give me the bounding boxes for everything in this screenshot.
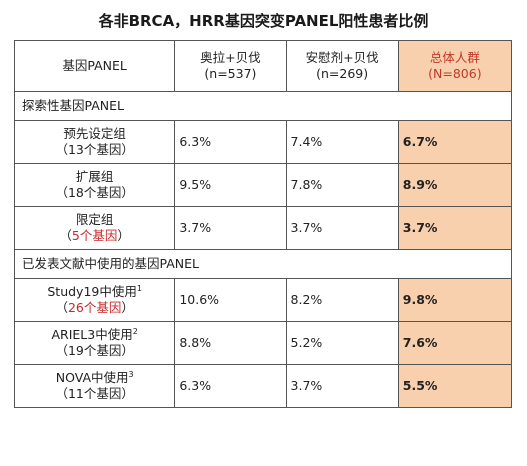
panel-name: 预先设定组 — [63, 126, 126, 141]
genes-open-paren: （ — [55, 300, 68, 315]
panel-name: ARIEL3中使用 — [51, 327, 133, 342]
panel-genes: （26个基因） — [19, 300, 170, 316]
table-row: NOVA中使用3 （11个基因） 6.3% 3.7% 5.5% — [13, 364, 513, 408]
panel-name-line: ARIEL3中使用2 — [19, 327, 170, 343]
panel-genes: （19个基因） — [55, 343, 134, 358]
header-total-population: 总体人群 (N=806) — [397, 40, 513, 92]
panel-name: Study19中使用 — [47, 284, 137, 299]
panel-genes: （5个基因） — [19, 228, 170, 244]
gene-panel-table: 基因PANEL 奥拉+贝伐 (n=537) 安慰剂+贝伐 (n=269) 总体人… — [13, 40, 513, 408]
panel-name-line: NOVA中使用3 — [19, 370, 170, 386]
genes-count-highlight: 26个基因 — [67, 300, 122, 315]
panel-name-cell: Study19中使用1 （26个基因） — [13, 278, 176, 322]
table-row: ARIEL3中使用2 （19个基因） 8.8% 5.2% 7.6% — [13, 321, 513, 365]
table-header-row: 基因PANEL 奥拉+贝伐 (n=537) 安慰剂+贝伐 (n=269) 总体人… — [13, 40, 513, 92]
value-total: 9.8% — [397, 278, 513, 322]
value-olaparib-bev: 10.6% — [174, 278, 287, 322]
panel-name-cell: 预先设定组 （13个基因） — [13, 120, 176, 164]
value-total: 6.7% — [397, 120, 513, 164]
section-label: 探索性基因PANEL — [14, 91, 512, 121]
value-placebo-bev: 8.2% — [285, 278, 399, 322]
value-placebo-bev: 3.7% — [285, 364, 399, 408]
value-placebo-bev: 5.2% — [285, 321, 399, 365]
value-placebo-bev: 7.4% — [285, 120, 399, 164]
value-olaparib-bev: 8.8% — [174, 321, 287, 365]
header-gene-panel: 基因PANEL — [13, 40, 176, 92]
genes-close-paren: ） — [117, 228, 130, 243]
value-placebo-bev: 3.7% — [285, 206, 399, 250]
panel-name: 限定组 — [75, 212, 114, 227]
panel-name-cell: 限定组 （5个基因） — [13, 206, 176, 250]
panel-genes: （18个基因） — [55, 185, 134, 200]
genes-open-paren: （ — [59, 228, 72, 243]
panel-name-cell: 扩展组 （18个基因） — [13, 163, 176, 207]
header-total-n: (N=806) — [428, 66, 482, 81]
header-placebo-bev: 安慰剂+贝伐 (n=269) — [285, 40, 399, 92]
table-row: 限定组 （5个基因） 3.7% 3.7% 3.7% — [13, 206, 513, 250]
header-olaparib-bev: 奥拉+贝伐 (n=537) — [174, 40, 287, 92]
footnote-ref: 3 — [128, 369, 134, 379]
value-olaparib-bev: 9.5% — [174, 163, 287, 207]
genes-close-paren: ） — [121, 300, 134, 315]
header-placebo-bev-label: 安慰剂+贝伐 — [305, 50, 379, 65]
footnote-ref: 1 — [136, 283, 142, 293]
panel-genes: （13个基因） — [55, 142, 134, 157]
table-row: 扩展组 （18个基因） 9.5% 7.8% 8.9% — [13, 163, 513, 207]
panel-name-cell: ARIEL3中使用2 （19个基因） — [13, 321, 176, 365]
genes-count-highlight: 5个基因 — [71, 228, 118, 243]
table-row: 预先设定组 （13个基因） 6.3% 7.4% 6.7% — [13, 120, 513, 164]
footnote-ref: 2 — [132, 326, 138, 336]
value-olaparib-bev: 3.7% — [174, 206, 287, 250]
panel-name: 扩展组 — [75, 169, 114, 184]
header-olaparib-bev-label: 奥拉+贝伐 — [200, 50, 261, 65]
table-row: Study19中使用1 （26个基因） 10.6% 8.2% 9.8% — [13, 278, 513, 322]
panel-name: NOVA中使用 — [55, 370, 129, 385]
value-olaparib-bev: 6.3% — [174, 364, 287, 408]
value-total: 8.9% — [397, 163, 513, 207]
header-total-label: 总体人群 — [429, 50, 480, 65]
header-olaparib-bev-n: (n=537) — [204, 66, 257, 81]
panel-name-line: Study19中使用1 — [19, 284, 170, 300]
value-placebo-bev: 7.8% — [285, 163, 399, 207]
panel-name-cell: NOVA中使用3 （11个基因） — [13, 364, 176, 408]
value-total: 3.7% — [397, 206, 513, 250]
value-total: 7.6% — [397, 321, 513, 365]
section-row: 已发表文献中使用的基因PANEL — [14, 249, 512, 279]
value-total: 5.5% — [397, 364, 513, 408]
header-placebo-bev-n: (n=269) — [316, 66, 369, 81]
panel-genes: （11个基因） — [55, 386, 134, 401]
value-olaparib-bev: 6.3% — [174, 120, 287, 164]
section-label: 已发表文献中使用的基因PANEL — [14, 249, 512, 279]
page-title: 各非BRCA，HRR基因突变PANEL阳性患者比例 — [98, 12, 429, 30]
section-row: 探索性基因PANEL — [14, 91, 512, 121]
